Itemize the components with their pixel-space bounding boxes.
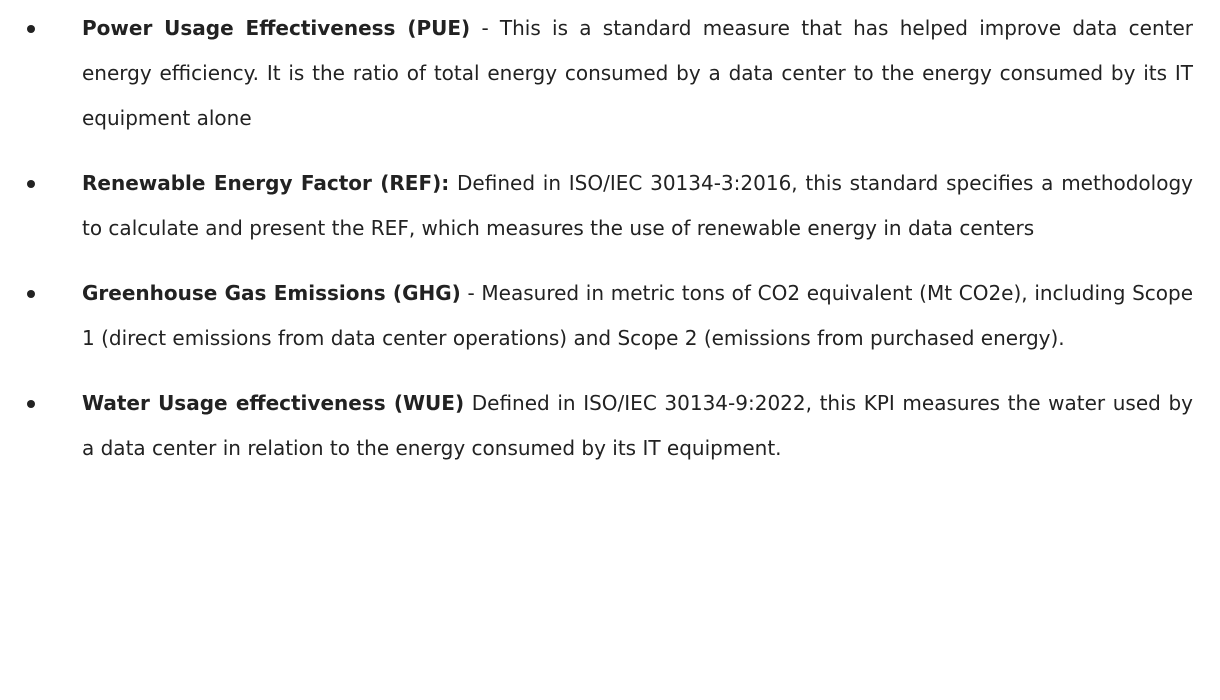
term: Water Usage effectiveness (WUE) [82,391,465,415]
list-item: Greenhouse Gas Emissions (GHG) - Measure… [27,271,1194,361]
bullet-list: Power Usage Effectiveness (PUE) - This i… [27,6,1194,471]
list-item: Renewable Energy Factor (REF): Defined i… [27,161,1193,251]
term: Power Usage Effectiveness (PUE) [82,16,471,40]
term: Greenhouse Gas Emissions (GHG) [82,281,461,305]
description: - This is a standard measure that has he… [82,16,1194,130]
description: - Measured in metric tons of CO2 equival… [82,281,1194,350]
description: Defined in ISO/IEC 30134-3:2016, this st… [82,171,1193,240]
list-item: Water Usage effectiveness (WUE) Defined … [27,381,1193,471]
description: Defined in ISO/IEC 30134-9:2022, this KP… [82,391,1193,460]
list-item: Power Usage Effectiveness (PUE) - This i… [27,6,1194,141]
term: Renewable Energy Factor (REF): [82,171,450,195]
